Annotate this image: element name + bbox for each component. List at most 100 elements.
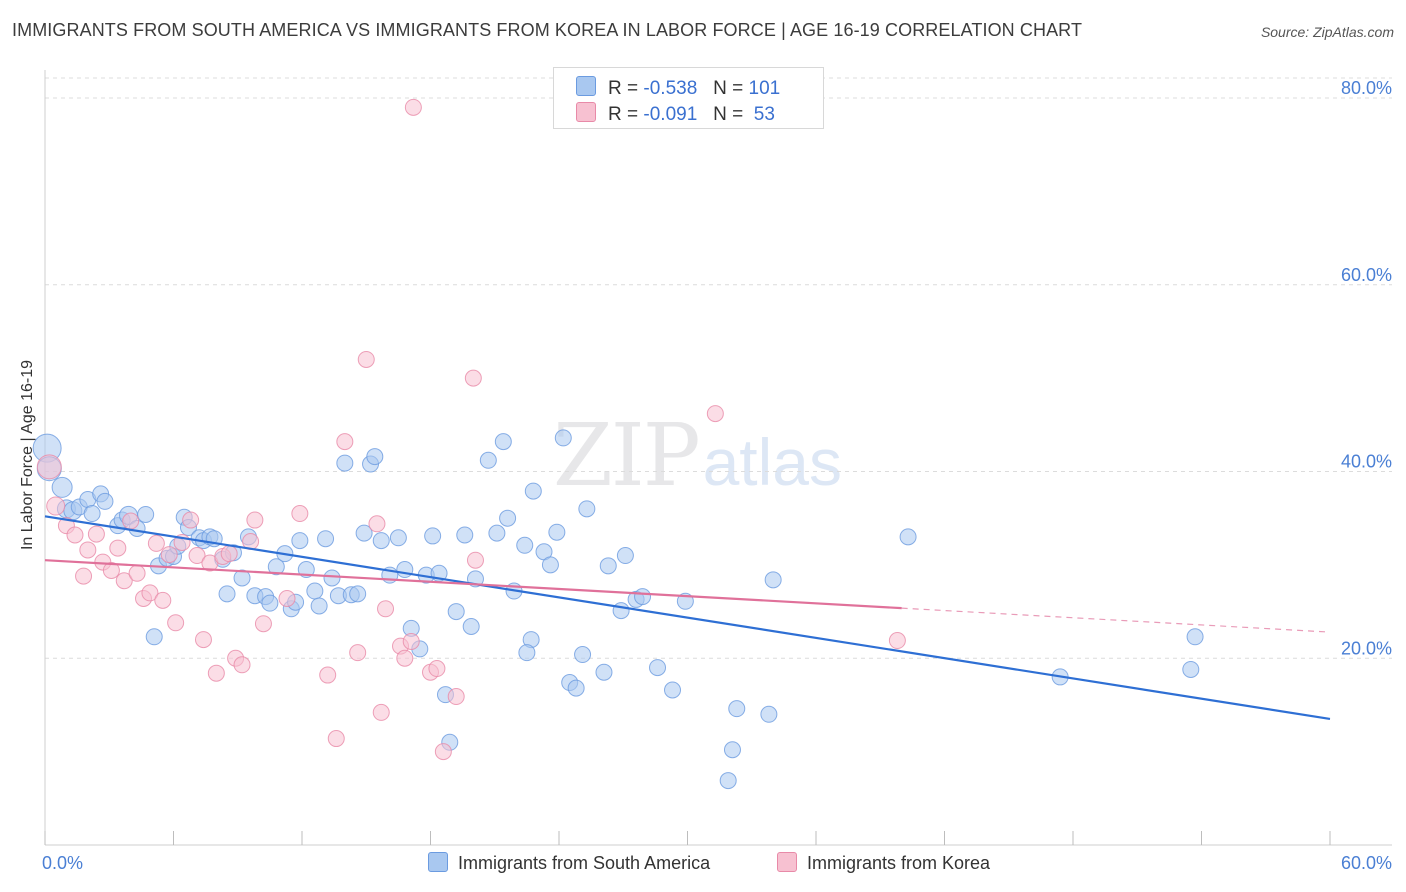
point-south-america bbox=[355, 524, 373, 542]
point-south-america bbox=[291, 532, 309, 550]
point-south-america bbox=[447, 603, 465, 621]
watermark: ZIPatlas bbox=[553, 406, 842, 506]
source-credit: Source: ZipAtlas.com bbox=[1260, 24, 1394, 40]
point-south-america bbox=[899, 528, 917, 546]
trend-line-korea-extension bbox=[901, 607, 1331, 633]
point-south-america bbox=[233, 569, 251, 587]
point-south-america bbox=[389, 529, 407, 547]
point-south-america bbox=[548, 523, 566, 541]
trend-line-south-america bbox=[44, 515, 1331, 721]
point-south-america bbox=[306, 582, 324, 600]
point-south-america bbox=[719, 772, 737, 790]
point-south-america bbox=[1186, 628, 1204, 646]
point-korea bbox=[464, 369, 482, 387]
point-south-america bbox=[578, 500, 596, 518]
point-south-america bbox=[396, 561, 414, 579]
y-tick-label: 80.0% bbox=[1341, 78, 1392, 98]
point-south-america bbox=[554, 429, 572, 447]
point-korea bbox=[128, 564, 146, 582]
point-korea bbox=[319, 666, 337, 684]
point-korea bbox=[147, 534, 165, 552]
legend-row-korea: R = -0.091 N = 53 bbox=[576, 102, 775, 126]
point-korea bbox=[160, 546, 178, 564]
point-south-america bbox=[760, 705, 778, 723]
legend-n-value: 101 bbox=[748, 78, 781, 99]
point-south-america bbox=[541, 556, 559, 574]
legend-swatch-south-america bbox=[576, 76, 596, 96]
legend-row-south-america: R = -0.538 N = 101 bbox=[576, 76, 780, 100]
point-south-america bbox=[723, 741, 741, 759]
watermark-zip: ZIP bbox=[553, 406, 701, 506]
y-tick-label: 20.0% bbox=[1341, 638, 1392, 658]
point-south-america bbox=[649, 659, 667, 677]
point-korea bbox=[46, 496, 66, 516]
x-tick-label: 60.0% bbox=[1341, 853, 1392, 873]
point-korea bbox=[349, 644, 367, 662]
point-south-america bbox=[310, 597, 328, 615]
point-south-america bbox=[349, 585, 367, 603]
legend-n-value: 53 bbox=[753, 104, 775, 125]
bottom-legend-swatch bbox=[777, 852, 797, 872]
point-south-america bbox=[499, 509, 517, 527]
point-south-america bbox=[83, 505, 101, 523]
point-korea bbox=[194, 631, 212, 649]
point-korea bbox=[79, 541, 97, 559]
point-korea bbox=[233, 656, 251, 674]
point-south-america bbox=[51, 476, 73, 498]
point-korea bbox=[154, 591, 172, 609]
point-south-america bbox=[366, 448, 384, 466]
legend-r-label: R = bbox=[608, 78, 639, 99]
point-korea bbox=[109, 539, 127, 557]
point-south-america bbox=[728, 700, 746, 718]
correlation-legend: R = -0.538 N = 101 R = -0.091 N = 53 bbox=[553, 67, 824, 129]
point-korea bbox=[36, 454, 62, 480]
trend-line-korea bbox=[44, 559, 902, 610]
point-south-america bbox=[267, 558, 285, 576]
bottom-legend-label: Immigrants from Korea bbox=[807, 853, 991, 873]
point-korea bbox=[115, 572, 133, 590]
point-south-america bbox=[518, 644, 536, 662]
point-korea bbox=[188, 547, 206, 565]
point-south-america bbox=[612, 602, 630, 620]
point-south-america bbox=[261, 594, 279, 612]
point-south-america bbox=[664, 681, 682, 699]
point-south-america bbox=[479, 451, 497, 469]
point-korea bbox=[466, 551, 484, 569]
point-south-america bbox=[595, 663, 613, 681]
point-south-america bbox=[516, 536, 534, 554]
bottom-legend-korea: Immigrants from Korea bbox=[777, 852, 990, 876]
chart-title: IMMIGRANTS FROM SOUTH AMERICA VS IMMIGRA… bbox=[12, 20, 1083, 40]
point-korea bbox=[336, 433, 354, 451]
point-south-america bbox=[494, 433, 512, 451]
point-south-america bbox=[456, 526, 474, 544]
point-korea bbox=[102, 561, 120, 579]
point-south-america bbox=[488, 524, 506, 542]
legend-swatch-korea bbox=[576, 102, 596, 122]
point-korea bbox=[377, 600, 395, 618]
point-south-america bbox=[634, 588, 652, 606]
bottom-legend-swatch bbox=[428, 852, 448, 872]
point-south-america bbox=[336, 454, 354, 472]
point-south-america bbox=[145, 628, 163, 646]
legend-r-value: -0.091 bbox=[643, 104, 698, 125]
point-south-america bbox=[764, 571, 782, 589]
point-korea bbox=[182, 511, 200, 529]
x-tick-label: 0.0% bbox=[42, 853, 83, 873]
point-south-america bbox=[567, 679, 585, 697]
point-korea bbox=[66, 526, 84, 544]
point-korea bbox=[122, 512, 140, 530]
bottom-legend-south-america: Immigrants from South America bbox=[428, 852, 710, 876]
point-korea bbox=[278, 589, 296, 607]
point-korea bbox=[447, 688, 465, 706]
point-korea bbox=[207, 664, 225, 682]
point-south-america bbox=[462, 618, 480, 636]
point-korea bbox=[246, 511, 264, 529]
point-korea bbox=[167, 614, 185, 632]
legend-n-label: N = bbox=[713, 78, 744, 99]
point-korea bbox=[254, 615, 272, 633]
point-korea bbox=[87, 525, 105, 543]
point-korea bbox=[372, 703, 390, 721]
point-south-america bbox=[317, 530, 335, 548]
point-korea bbox=[404, 98, 422, 116]
